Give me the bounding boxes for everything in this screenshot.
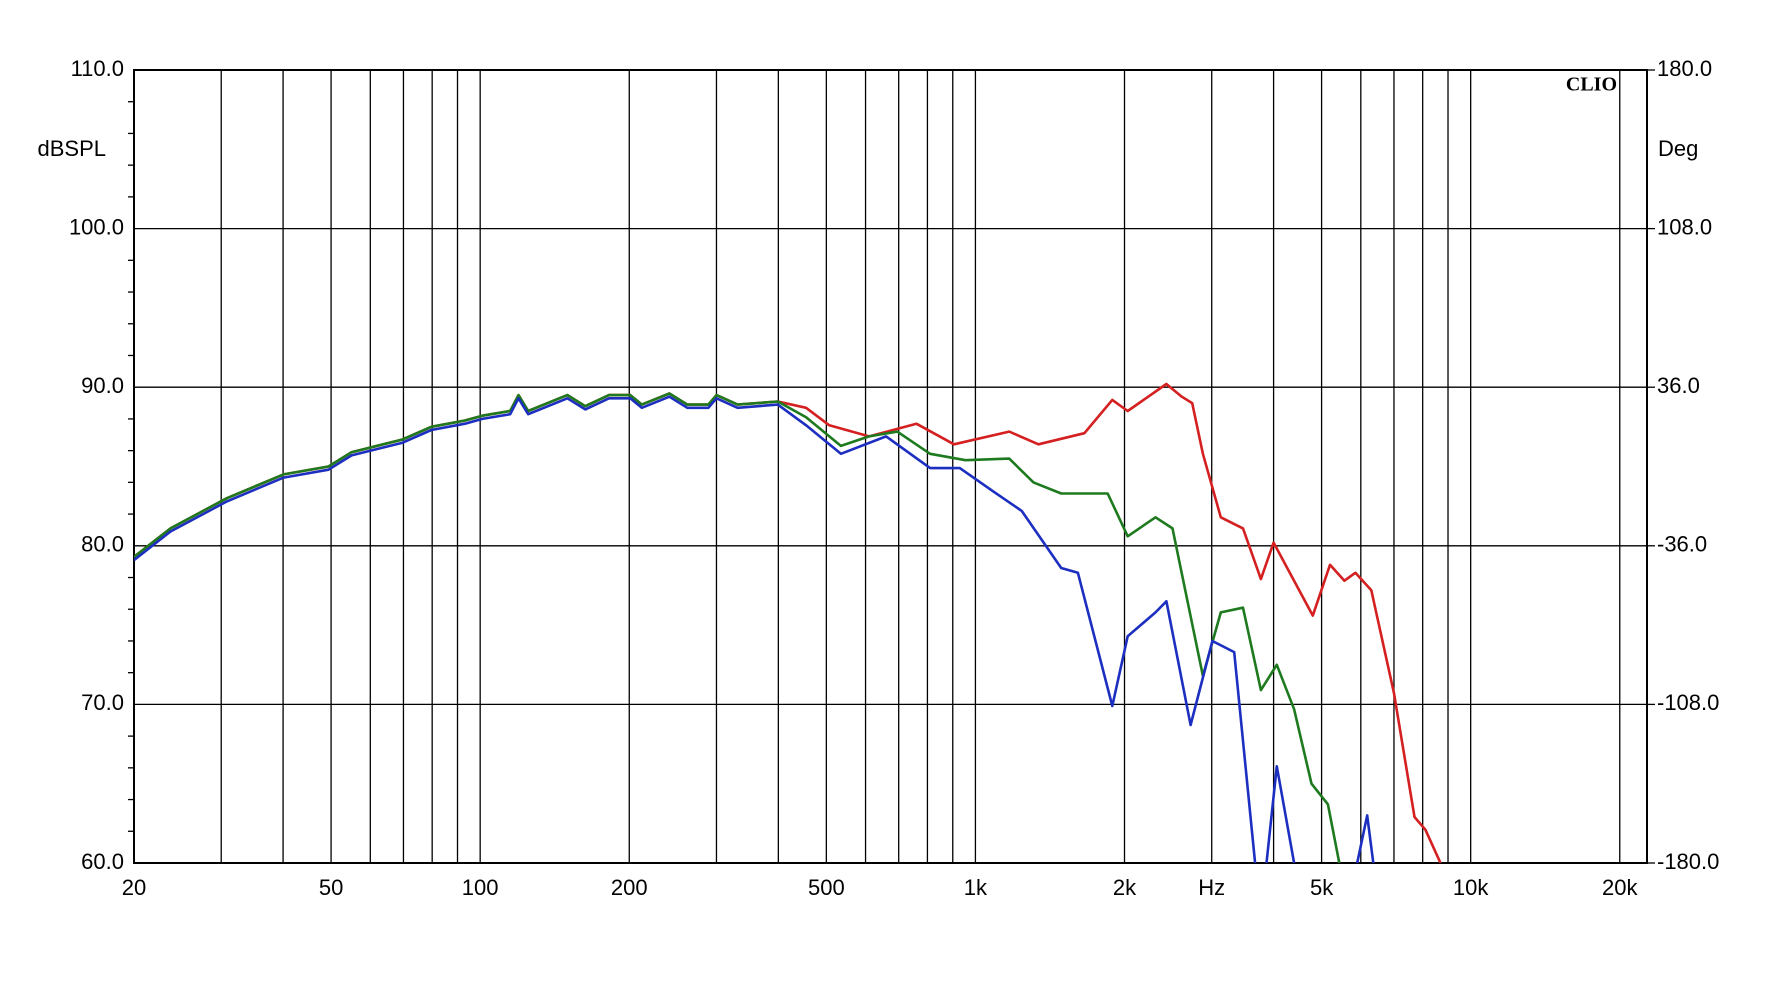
plot-frame (133, 69, 1648, 864)
y-tick-label: 90.0 (81, 373, 124, 398)
x-tick-label: 2k (1113, 875, 1137, 900)
y-tick-label: 70.0 (81, 690, 124, 715)
x-tick-label: 100 (462, 875, 499, 900)
x-tick-label: 5k (1310, 875, 1334, 900)
x-tick-label: Hz (1198, 875, 1225, 900)
y2-tick-label: -180.0 (1657, 849, 1719, 874)
y2-tick-label: -108.0 (1657, 690, 1719, 715)
y2-tick-label: 108.0 (1657, 214, 1712, 239)
y-tick-label: 110.0 (71, 56, 124, 81)
series-line (134, 395, 1375, 863)
y-tick-label: 60.0 (81, 849, 124, 874)
y2-tick-label: -36.0 (1657, 532, 1707, 557)
y-axis-label: dBSPL (38, 136, 107, 161)
y2-tick-label: 180.0 (1657, 56, 1712, 81)
x-tick-label: 200 (611, 875, 648, 900)
x-tick-label: 1k (964, 875, 988, 900)
x-tick-label: 50 (319, 875, 343, 900)
y-tick-label: 80.0 (81, 532, 124, 557)
y-tick-label: 100.0 (69, 214, 124, 239)
x-tick-label: 10k (1453, 875, 1489, 900)
x-tick-label: 20k (1602, 875, 1638, 900)
x-tick-label: 20 (122, 875, 146, 900)
brand: CLIO (1566, 74, 1617, 96)
y2-tick-label: 36.0 (1657, 373, 1700, 398)
x-tick-label: 500 (808, 875, 845, 900)
y2-axis-label: Deg (1658, 136, 1698, 161)
